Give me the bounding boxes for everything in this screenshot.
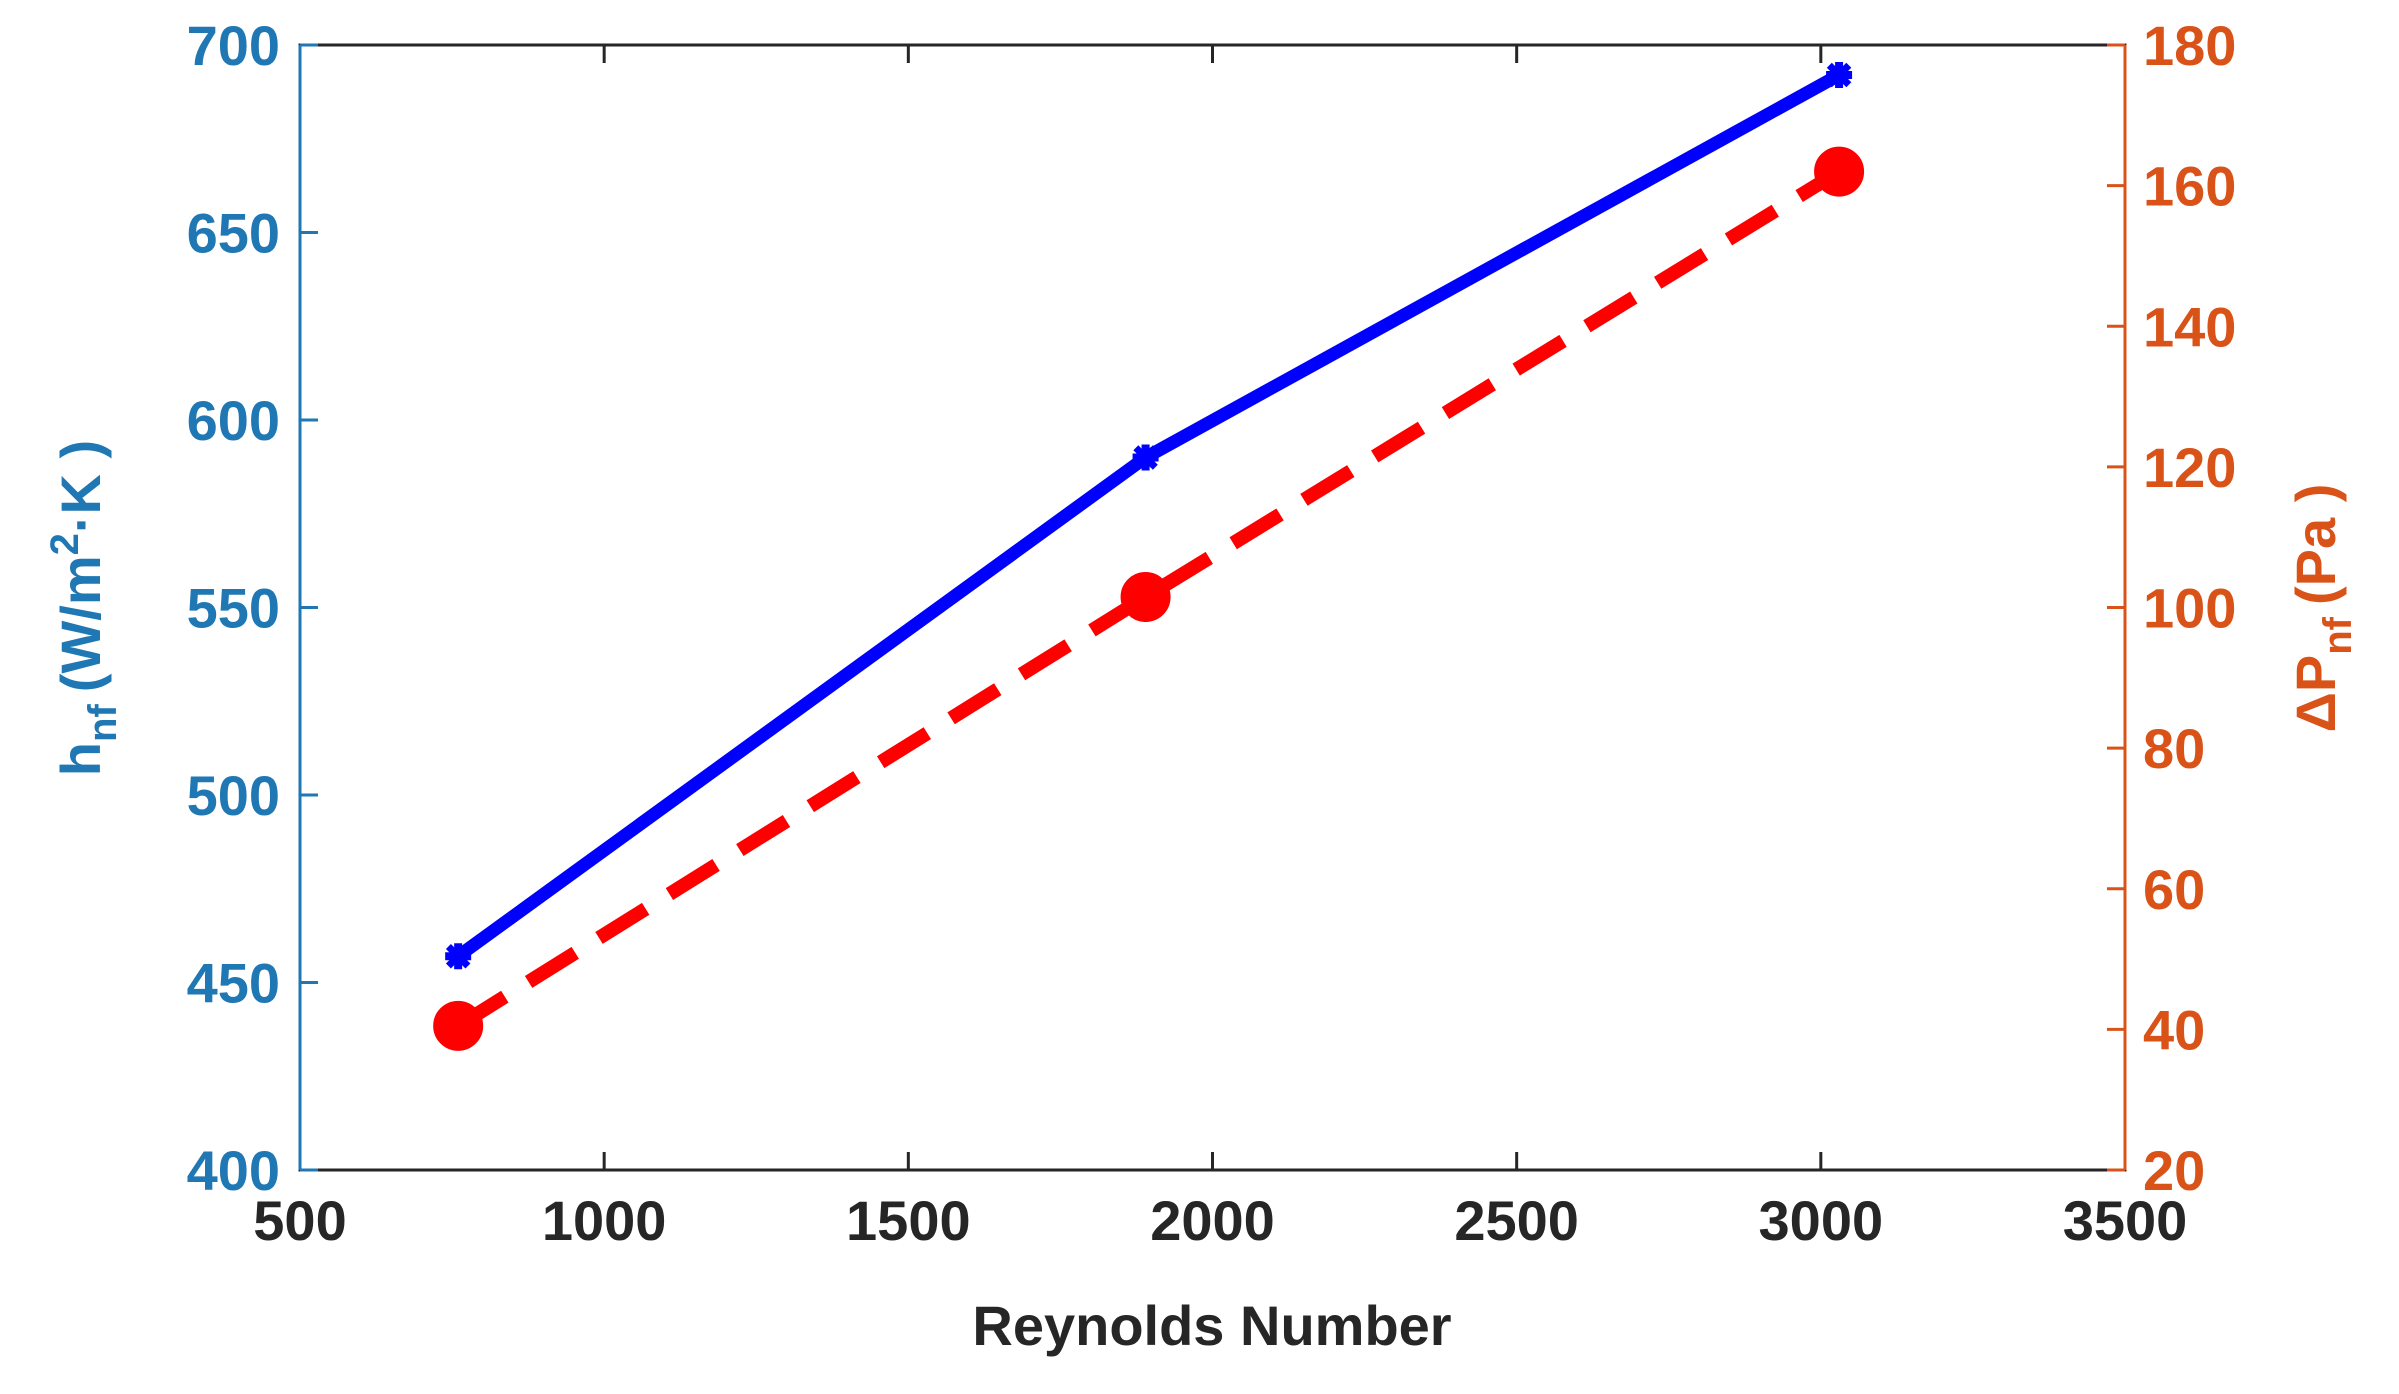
right-tick-label: 140	[2143, 295, 2236, 358]
delta-p-nf-point	[1120, 571, 1171, 622]
left-axis-label-sup: 2	[43, 533, 87, 555]
right-tick-label: 20	[2143, 1139, 2205, 1202]
x-tick-label: 2500	[1454, 1189, 1579, 1252]
x-tick-label: 3500	[2063, 1189, 2188, 1252]
left-axis-label-sub: nf	[81, 704, 125, 742]
right-axis-ticks: 20 40 60 80 100 120 140 160 180	[2107, 14, 2236, 1202]
plot-area	[298, 43, 2127, 1172]
delta-p-nf-point	[1814, 146, 1865, 197]
x-axis-ticks: 500 1000 1500 2000 2500 3000 3500	[253, 45, 2187, 1252]
x-tick-label: 500	[253, 1189, 346, 1252]
right-tick-label: 60	[2143, 858, 2205, 921]
h-nf-point	[445, 943, 472, 970]
left-tick-label: 700	[187, 14, 280, 77]
right-tick-label: 120	[2143, 436, 2236, 499]
right-axis-label-main: ΔP	[2284, 655, 2347, 733]
delta-p-nf-series-line	[454, 165, 1843, 1032]
left-tick-label: 500	[187, 764, 280, 827]
right-axis-label-unit: (Pa )	[2284, 484, 2347, 605]
left-tick-label: 550	[187, 577, 280, 640]
right-tick-label: 40	[2143, 998, 2205, 1061]
right-axis-label: ΔPnf (Pa )	[2284, 484, 2360, 733]
left-axis-label-main: h	[49, 742, 112, 776]
x-tick-label: 1000	[542, 1189, 667, 1252]
x-tick-label: 1500	[846, 1189, 971, 1252]
right-tick-label: 80	[2143, 717, 2205, 780]
right-tick-label: 100	[2143, 577, 2236, 640]
left-tick-label: 650	[187, 202, 280, 265]
x-tick-label: 2000	[1150, 1189, 1275, 1252]
x-tick-label: 3000	[1759, 1189, 1884, 1252]
left-tick-label: 400	[187, 1139, 280, 1202]
left-axis-label-unit: (W/m	[49, 555, 112, 692]
series-layer	[433, 62, 1865, 1051]
right-axis-label-sub: nf	[2316, 616, 2360, 654]
left-axis-label: hnf (W/m2·K )	[43, 440, 125, 776]
h-nf-point	[1826, 62, 1853, 88]
delta-p-nf-point	[433, 1000, 484, 1051]
x-axis-label: Reynolds Number	[972, 1294, 1451, 1357]
right-tick-label: 180	[2143, 14, 2236, 77]
left-axis-ticks: 400 450 500 550 600 650 700	[187, 14, 318, 1202]
h-nf-point	[1132, 444, 1159, 471]
left-tick-label: 600	[187, 389, 280, 452]
left-axis-label-tail: ·K )	[49, 440, 112, 533]
left-tick-label: 450	[187, 952, 280, 1015]
right-tick-label: 160	[2143, 155, 2236, 218]
